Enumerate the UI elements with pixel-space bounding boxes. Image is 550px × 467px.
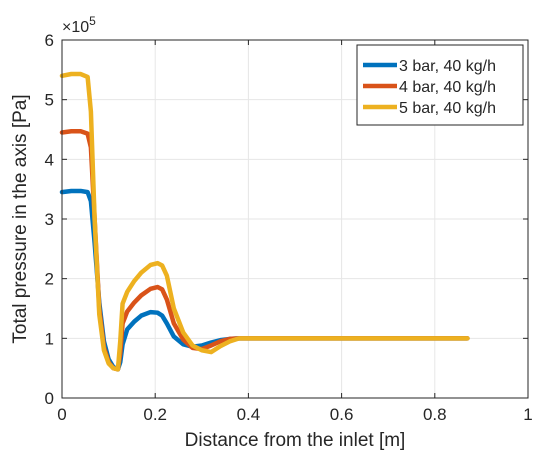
y-tick-label: 0 [45, 389, 54, 408]
legend: 3 bar, 40 kg/h 4 bar, 40 kg/h 5 bar, 40 kg… [356, 44, 524, 126]
y-tick-label: 4 [45, 150, 54, 169]
x-tick-label: 0.2 [143, 405, 167, 424]
x-tick-label: 0.6 [330, 405, 354, 424]
y-axis-label: Total pressure in the axis [Pa] [10, 94, 31, 343]
y-tick-label: 2 [45, 270, 54, 289]
x-tick-label: 0.8 [423, 405, 447, 424]
x-axis-label: Distance from the inlet [m] [185, 430, 406, 451]
axis-ticks: 0 0.2 0.4 0.6 0.8 1 0 1 2 3 4 5 6 [45, 31, 533, 424]
y-tick-label: 1 [45, 329, 54, 348]
x-tick-label: 0.4 [237, 405, 261, 424]
y-exponent-power: 5 [89, 14, 96, 28]
y-tick-label: 3 [45, 210, 54, 229]
x-tick-label: 1 [523, 405, 532, 424]
legend-label: 5 bar, 40 kg/h [399, 100, 496, 117]
x-tick-label: 0 [57, 405, 66, 424]
series-line [59, 71, 470, 372]
y-tick-label: 6 [45, 31, 54, 50]
plot-lines [59, 71, 470, 372]
legend-label: 4 bar, 40 kg/h [399, 79, 496, 96]
legend-label: 3 bar, 40 kg/h [399, 58, 496, 75]
y-tick-label: 5 [45, 91, 54, 110]
y-exponent-base: ×10 [62, 19, 89, 36]
y-axis-exponent: ×105 [62, 14, 96, 36]
